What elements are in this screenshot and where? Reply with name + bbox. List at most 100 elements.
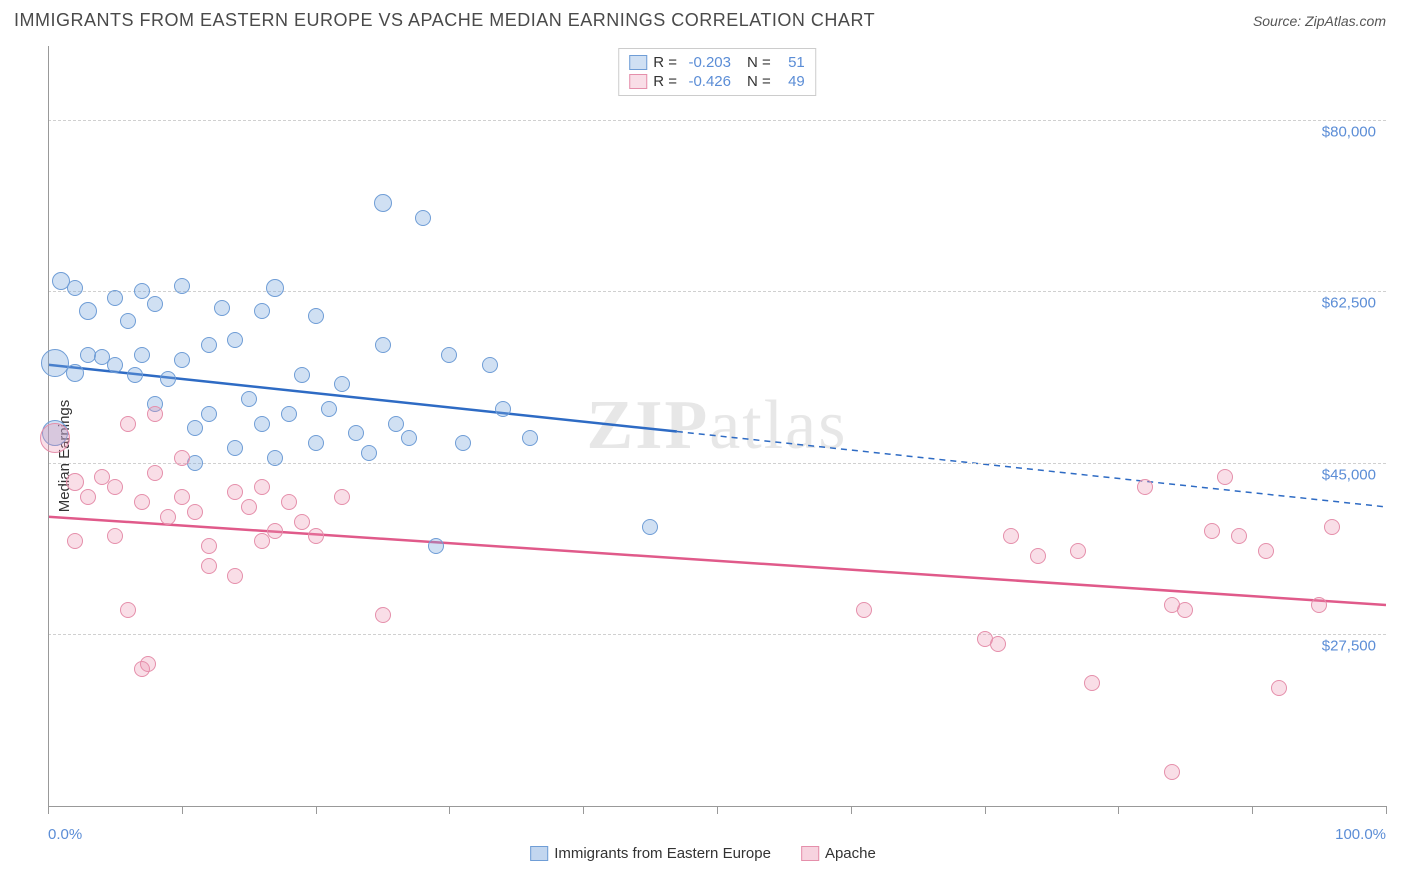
scatter-point (334, 489, 350, 505)
y-tick-label: $80,000 (1322, 123, 1376, 140)
scatter-point (642, 519, 658, 535)
scatter-point (67, 280, 83, 296)
scatter-point (294, 514, 310, 530)
legend-swatch (629, 74, 647, 89)
scatter-point (482, 357, 498, 373)
scatter-point (1311, 597, 1327, 613)
stat-r-value: -0.426 (683, 73, 731, 90)
scatter-point (254, 303, 270, 319)
scatter-point (990, 636, 1006, 652)
scatter-point (1258, 543, 1274, 559)
scatter-point (174, 352, 190, 368)
y-tick-label: $62,500 (1322, 295, 1376, 312)
stats-legend: R =-0.203N =51R =-0.426N =49 (618, 48, 816, 96)
scatter-point (415, 210, 431, 226)
scatter-point (495, 401, 511, 417)
gridline (48, 463, 1386, 464)
scatter-point (1070, 543, 1086, 559)
trend-lines (48, 46, 1386, 806)
scatter-point (1324, 519, 1340, 535)
scatter-point (160, 371, 176, 387)
scatter-point (107, 528, 123, 544)
scatter-point (187, 504, 203, 520)
header: IMMIGRANTS FROM EASTERN EUROPE VS APACHE… (0, 0, 1406, 36)
x-tick (316, 806, 317, 814)
scatter-point (334, 376, 350, 392)
scatter-point (1137, 479, 1153, 495)
scatter-point (107, 357, 123, 373)
scatter-point (227, 484, 243, 500)
scatter-point (308, 528, 324, 544)
scatter-point (455, 435, 471, 451)
x-tick (182, 806, 183, 814)
scatter-point (308, 308, 324, 324)
trend-line-solid (48, 517, 1386, 605)
scatter-point (1177, 602, 1193, 618)
scatter-point (41, 349, 69, 377)
trend-line-dashed (677, 432, 1386, 507)
scatter-point (147, 465, 163, 481)
plot-region: ZIPatlas R =-0.203N =51R =-0.426N =49 $2… (48, 46, 1386, 806)
x-label-min: 0.0% (48, 826, 82, 843)
scatter-point (321, 401, 337, 417)
scatter-point (174, 450, 190, 466)
scatter-point (120, 313, 136, 329)
scatter-point (241, 499, 257, 515)
scatter-point (134, 494, 150, 510)
scatter-point (1030, 548, 1046, 564)
scatter-point (267, 523, 283, 539)
x-tick (449, 806, 450, 814)
stat-n-label: N = (747, 73, 771, 90)
stat-n-label: N = (747, 54, 771, 71)
legend-swatch (801, 846, 819, 861)
scatter-point (308, 435, 324, 451)
scatter-point (147, 296, 163, 312)
legend-swatch (629, 55, 647, 70)
scatter-point (107, 479, 123, 495)
scatter-point (1271, 680, 1287, 696)
scatter-point (227, 440, 243, 456)
y-tick-label: $27,500 (1322, 638, 1376, 655)
source-label: Source: ZipAtlas.com (1253, 13, 1386, 29)
scatter-point (134, 347, 150, 363)
scatter-point (1204, 523, 1220, 539)
x-label-max: 100.0% (1335, 826, 1386, 843)
scatter-point (79, 302, 97, 320)
scatter-point (254, 416, 270, 432)
scatter-point (201, 538, 217, 554)
scatter-point (361, 445, 377, 461)
x-tick (985, 806, 986, 814)
scatter-point (107, 290, 123, 306)
scatter-point (241, 391, 257, 407)
scatter-point (348, 425, 364, 441)
scatter-point (266, 279, 284, 297)
gridline (48, 634, 1386, 635)
x-tick (1252, 806, 1253, 814)
legend-item: Apache (801, 845, 876, 862)
stat-r-value: -0.203 (683, 54, 731, 71)
legend-item: Immigrants from Eastern Europe (530, 845, 771, 862)
x-tick (48, 806, 49, 814)
scatter-point (174, 278, 190, 294)
scatter-point (281, 406, 297, 422)
scatter-point (267, 450, 283, 466)
scatter-point (428, 538, 444, 554)
scatter-point (1217, 469, 1233, 485)
scatter-point (66, 473, 84, 491)
scatter-point (160, 509, 176, 525)
legend-label: Apache (825, 845, 876, 862)
legend-label: Immigrants from Eastern Europe (554, 845, 771, 862)
stat-n-value: 51 (777, 54, 805, 71)
scatter-point (120, 602, 136, 618)
scatter-point (254, 479, 270, 495)
scatter-point (856, 602, 872, 618)
scatter-point (294, 367, 310, 383)
scatter-point (80, 489, 96, 505)
scatter-point (401, 430, 417, 446)
scatter-point (1003, 528, 1019, 544)
scatter-point (187, 420, 203, 436)
scatter-point (281, 494, 297, 510)
scatter-point (1231, 528, 1247, 544)
scatter-point (374, 194, 392, 212)
scatter-point (140, 656, 156, 672)
